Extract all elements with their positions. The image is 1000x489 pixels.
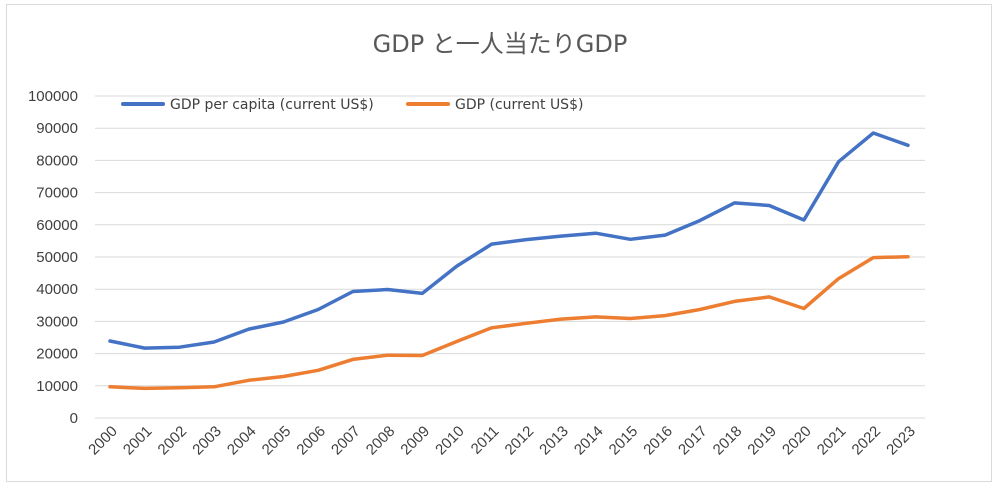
- x-tick-label: 2001: [120, 423, 156, 459]
- x-tick-label: 2018: [710, 423, 746, 459]
- y-tick-label: 70000: [36, 185, 78, 202]
- y-tick-label: 20000: [36, 346, 78, 363]
- x-tick-label: 2009: [397, 423, 433, 459]
- series-lines: [108, 131, 910, 391]
- x-tick-label: 2008: [363, 423, 399, 459]
- y-tick-label: 50000: [36, 249, 78, 266]
- series-line-1: [108, 254, 910, 391]
- y-axis-ticks: 0 10000 20000 30000 40000 50000 60000 70000 8000…: [28, 88, 78, 427]
- x-tick-label: 2015: [606, 423, 642, 459]
- x-tick-label: 2006: [293, 423, 329, 459]
- x-tick-label: 2014: [571, 423, 607, 459]
- gridlines: [95, 95, 925, 419]
- y-tick-label: 90000: [36, 120, 78, 137]
- x-tick-label: 2011: [468, 423, 503, 458]
- chart-title: GDP と一人当たりGDP: [373, 30, 628, 58]
- x-tick-label: 2021: [814, 423, 850, 459]
- y-tick-label: 40000: [36, 281, 78, 298]
- x-axis-ticks: 2000 2001 2002 2003 2004 2005 2006 2007 2008 2009…: [85, 423, 919, 459]
- x-tick-label: 2004: [224, 423, 260, 459]
- x-tick-label: 2005: [259, 423, 295, 459]
- legend: GDP per capita (current US$) GDP (current…: [121, 97, 583, 113]
- series-line-0: [108, 131, 910, 350]
- y-tick-label: 100000: [28, 88, 78, 105]
- x-tick-label: 2007: [328, 423, 364, 459]
- y-tick-label: 60000: [36, 217, 78, 234]
- x-tick-label: 2022: [849, 423, 885, 459]
- x-tick-label: 2003: [189, 423, 225, 459]
- x-tick-label: 2013: [536, 423, 572, 459]
- x-tick-label: 2010: [432, 423, 468, 459]
- x-tick-label: 2000: [85, 423, 121, 459]
- x-tick-label: 2020: [779, 423, 815, 459]
- x-tick-label: 2017: [675, 423, 711, 459]
- legend-label: GDP per capita (current US$): [170, 97, 374, 113]
- x-tick-label: 2002: [155, 423, 191, 459]
- x-tick-label: 2019: [744, 423, 780, 459]
- y-tick-label: 80000: [36, 152, 78, 169]
- y-tick-label: 10000: [36, 378, 78, 395]
- x-tick-label: 2016: [640, 423, 676, 459]
- legend-label: GDP (current US$): [455, 97, 583, 113]
- y-tick-label: 0: [70, 410, 78, 427]
- x-tick-label: 2023: [883, 423, 919, 459]
- y-tick-label: 30000: [36, 313, 78, 330]
- x-tick-label: 2012: [502, 423, 538, 459]
